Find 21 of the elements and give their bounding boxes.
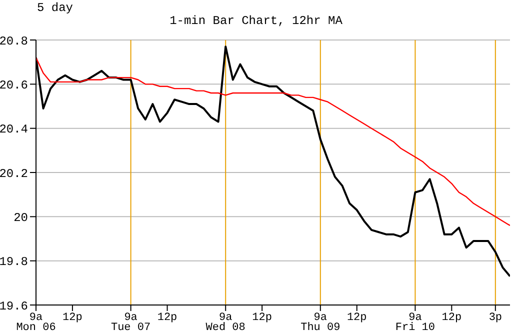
y-tick-label: 20.4 <box>0 122 28 137</box>
chart-title: 5 day <box>37 1 74 15</box>
x-tick-label: 12p <box>157 312 178 324</box>
x-tick-label: 3p <box>488 312 502 324</box>
x-tick-label: 12p <box>346 312 367 324</box>
y-tick-label: 20.6 <box>0 78 28 92</box>
x-tick-label: 9a Mon 06 <box>16 312 56 334</box>
x-tick-label: 12p <box>252 312 272 324</box>
y-tick-label: 20.8 <box>0 34 28 48</box>
chart-subtitle: 1-min Bar Chart, 12hr MA <box>168 14 344 28</box>
x-tick-label: 9a Wed 08 <box>206 312 246 334</box>
x-tick-label: 9a Thu 09 <box>300 312 340 334</box>
y-tick-label: 20.2 <box>0 166 28 181</box>
x-tick-label: 12p <box>442 312 462 324</box>
x-tick-label: 9a Tue 07 <box>110 312 151 334</box>
x-tick-label: 9a Fri 10 <box>395 312 436 334</box>
y-tick-label: 20 <box>14 210 28 225</box>
y-tick-label: 19.8 <box>0 255 28 270</box>
x-tick-label: 12p <box>62 312 82 324</box>
y-tick-label: 19.6 <box>0 299 28 314</box>
line-series <box>36 57 510 226</box>
